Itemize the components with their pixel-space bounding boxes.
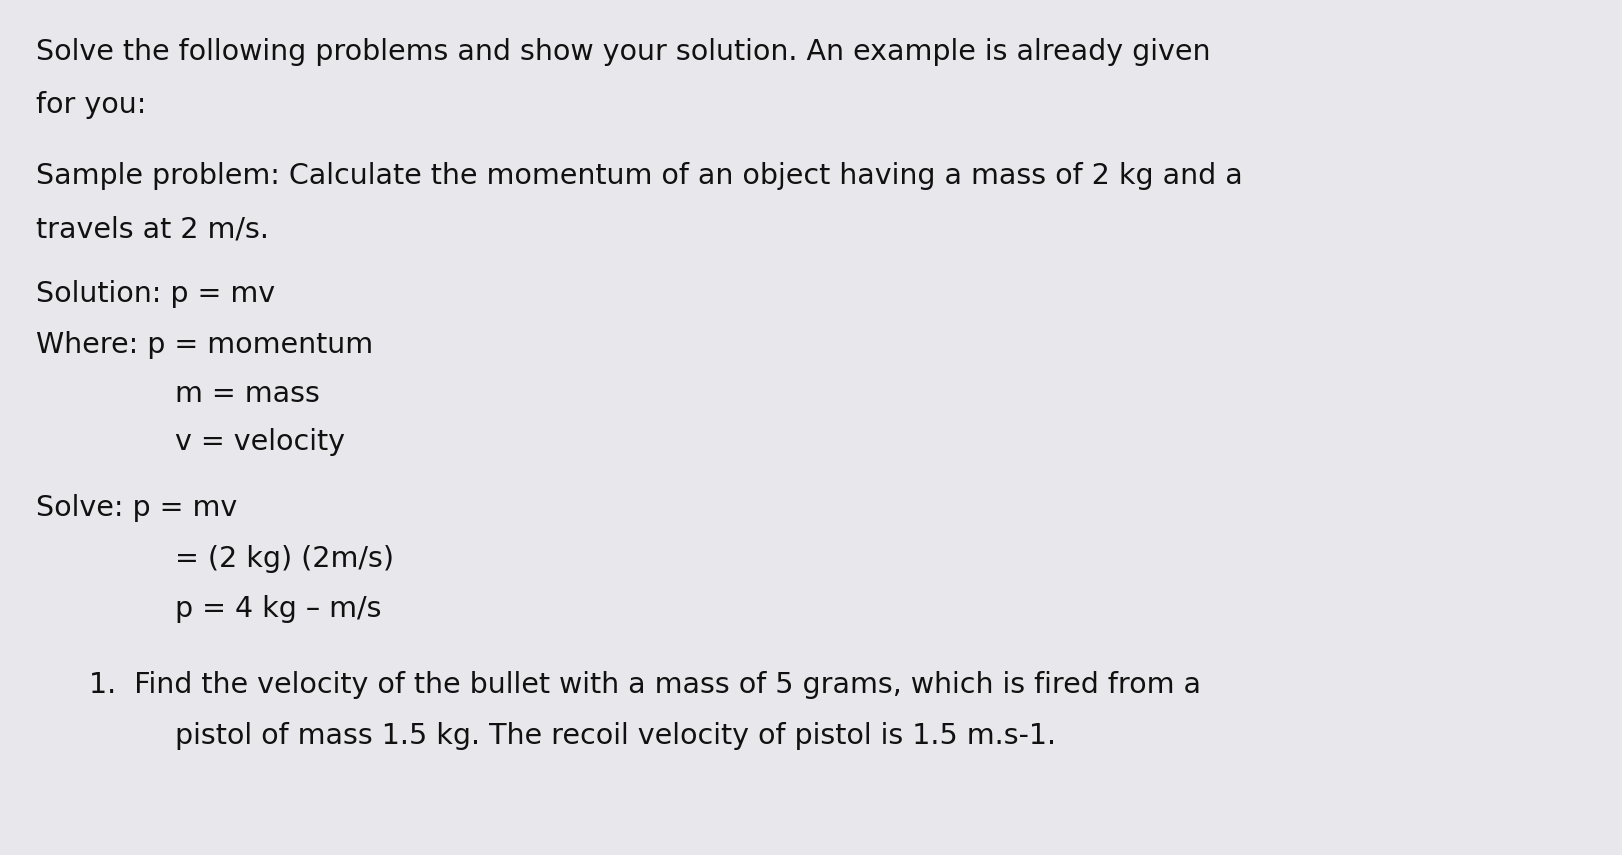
Text: Solution: p = mv: Solution: p = mv <box>36 280 274 309</box>
Text: m = mass: m = mass <box>175 380 320 408</box>
Text: p = 4 kg – m/s: p = 4 kg – m/s <box>175 595 381 623</box>
Text: Solve the following problems and show your solution. An example is already given: Solve the following problems and show yo… <box>36 38 1210 67</box>
Text: Solve: p = mv: Solve: p = mv <box>36 494 237 522</box>
Text: = (2 kg) (2m/s): = (2 kg) (2m/s) <box>175 545 394 573</box>
Text: Where: p = momentum: Where: p = momentum <box>36 331 373 359</box>
Text: travels at 2 m/s.: travels at 2 m/s. <box>36 215 269 244</box>
Text: v = velocity: v = velocity <box>175 428 345 457</box>
Text: Sample problem: Calculate the momentum of an object having a mass of 2 kg and a: Sample problem: Calculate the momentum o… <box>36 162 1242 191</box>
Text: 1.  Find the velocity of the bullet with a mass of 5 grams, which is fired from : 1. Find the velocity of the bullet with … <box>89 671 1202 699</box>
Text: pistol of mass 1.5 kg. The recoil velocity of pistol is 1.5 m.s-1.: pistol of mass 1.5 kg. The recoil veloci… <box>175 722 1056 751</box>
Text: for you:: for you: <box>36 91 146 120</box>
